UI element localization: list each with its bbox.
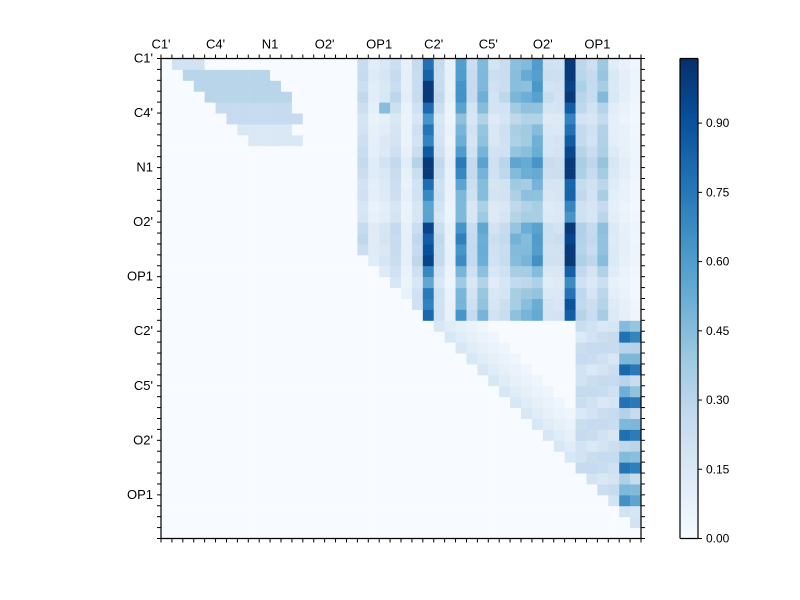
svg-text:C1': C1' (151, 37, 170, 52)
svg-text:OP1: OP1 (366, 37, 392, 52)
svg-text:OP1: OP1 (127, 269, 153, 284)
svg-text:0.75: 0.75 (706, 185, 730, 199)
svg-text:C2': C2' (134, 323, 153, 338)
svg-text:N1: N1 (136, 160, 153, 175)
svg-text:O2': O2' (315, 37, 335, 52)
svg-text:O2': O2' (133, 432, 153, 447)
svg-text:C4': C4' (206, 37, 225, 52)
svg-text:C5': C5' (479, 37, 498, 52)
svg-text:0.00: 0.00 (706, 532, 730, 546)
svg-text:OP1: OP1 (127, 487, 153, 502)
svg-text:C5': C5' (134, 378, 153, 393)
svg-text:C4': C4' (134, 105, 153, 120)
svg-text:C2': C2' (424, 37, 443, 52)
svg-text:0.45: 0.45 (706, 324, 730, 338)
svg-text:OP1: OP1 (584, 37, 610, 52)
svg-text:O2': O2' (533, 37, 553, 52)
svg-text:0.90: 0.90 (706, 116, 730, 130)
svg-text:0.15: 0.15 (706, 462, 730, 476)
svg-text:0.60: 0.60 (706, 255, 730, 269)
svg-text:O2': O2' (133, 214, 153, 229)
svg-text:N1: N1 (262, 37, 279, 52)
svg-text:0.30: 0.30 (706, 393, 730, 407)
svg-text:C1': C1' (134, 51, 153, 66)
